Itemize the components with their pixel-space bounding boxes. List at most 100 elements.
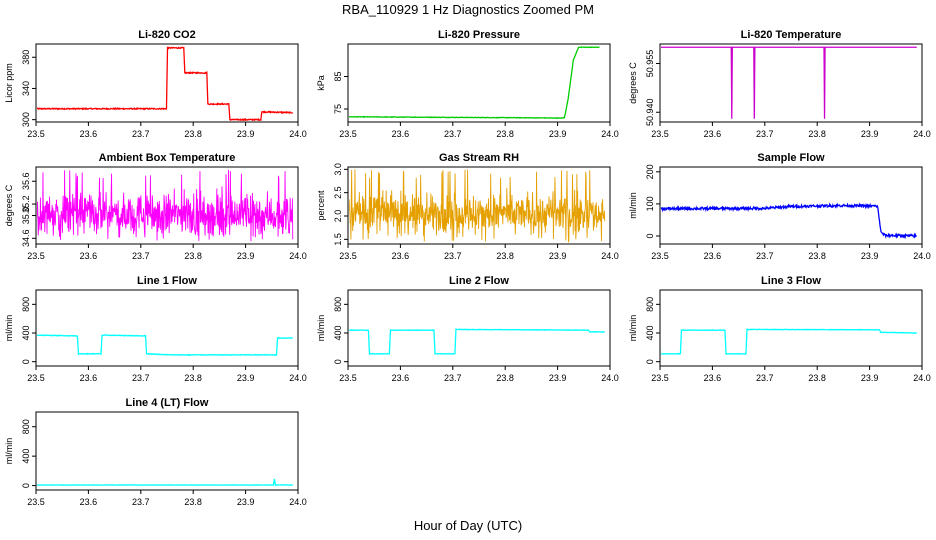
plot-frame	[659, 43, 923, 123]
y-tick-label: 85	[333, 71, 343, 81]
x-tick-label: 23.6	[704, 251, 722, 261]
panel-title: Li-820 Pressure	[438, 29, 520, 41]
series-line-pressure-0	[349, 46, 600, 120]
y-tick-label: 50.955	[645, 50, 655, 78]
x-tick-label: 23.7	[756, 373, 774, 383]
x-tick-label: 23.8	[808, 251, 826, 261]
x-tick-label: 24.0	[289, 497, 307, 507]
panels-group: Li-820 CO2 23.5 23.6 23.7 23.8 23.9 24.0 300 340…	[4, 29, 931, 507]
panel-title: Gas Stream RH	[439, 152, 519, 164]
y-tick-label: 400	[333, 326, 343, 341]
y-tick-label: 35.6	[21, 172, 31, 190]
y-tick-label: 1.5	[333, 233, 343, 246]
panel-ambient: Ambient Box Temperature 23.5 23.6 23.7 23.8 2…	[4, 152, 307, 261]
y-tick-label: 0	[645, 233, 655, 238]
y-tick-label: 800	[645, 297, 655, 312]
panel-line4: Line 4 (LT) Flow 23.5 23.6 23.7 23.8 23.9 24.0…	[4, 397, 307, 507]
x-tick-label: 23.6	[80, 373, 98, 383]
y-tick-label: 34.6	[21, 230, 31, 248]
plot-frame	[659, 166, 923, 245]
x-tick-label: 24.0	[601, 373, 619, 383]
y-tick-label: 100	[645, 196, 655, 211]
x-tick-label: 23.8	[184, 251, 202, 261]
x-tick-label: 23.9	[237, 129, 255, 139]
y-tick-label: 35.0	[21, 207, 31, 225]
series-line-rh-0	[349, 169, 606, 243]
x-tick-label: 23.6	[392, 373, 410, 383]
plot-frame	[347, 43, 611, 123]
y-axis-label: ml/min	[628, 315, 638, 342]
y-axis-label: Licor ppm	[4, 63, 14, 103]
plot-frame	[35, 289, 299, 367]
x-tick-label: 23.7	[444, 251, 462, 261]
y-tick-label: 0	[645, 359, 655, 364]
x-tick-label: 23.8	[184, 129, 202, 139]
x-tick-label: 23.8	[496, 373, 514, 383]
panel-title: Li-820 Temperature	[741, 29, 842, 41]
x-tick-label: 23.7	[444, 129, 462, 139]
x-tick-label: 23.5	[339, 373, 357, 383]
x-tick-label: 23.5	[339, 251, 357, 261]
panel-co2: Li-820 CO2 23.5 23.6 23.7 23.8 23.9 24.0 300 340…	[4, 29, 307, 139]
y-tick-label: 400	[645, 326, 655, 341]
x-tick-label: 24.0	[289, 373, 307, 383]
y-tick-label: 0	[333, 359, 343, 364]
series-line-line2-0	[349, 328, 605, 355]
panel-title: Line 2 Flow	[449, 275, 509, 287]
plot-frame	[347, 289, 611, 367]
x-tick-label: 24.0	[289, 251, 307, 261]
panel-title: Line 3 Flow	[761, 275, 821, 287]
figure-x-axis-label: Hour of Day (UTC)	[414, 518, 522, 533]
series-line-co2-0	[37, 46, 294, 121]
x-tick-label: 24.0	[913, 129, 931, 139]
x-tick-label: 23.8	[496, 129, 514, 139]
x-tick-label: 23.6	[80, 251, 98, 261]
panel-title: Line 1 Flow	[137, 275, 197, 287]
x-tick-label: 23.5	[651, 373, 669, 383]
x-tick-label: 23.9	[861, 129, 879, 139]
plot-frame	[347, 166, 611, 245]
x-tick-label: 23.7	[132, 251, 150, 261]
panel-line3: Line 3 Flow 23.5 23.6 23.7 23.8 23.9 24.0 0 400 8…	[628, 275, 931, 383]
x-tick-label: 23.6	[704, 373, 722, 383]
figure-title: RBA_110929 1 Hz Diagnostics Zoomed PM	[342, 2, 594, 17]
x-tick-label: 23.6	[80, 497, 98, 507]
plot-frame	[35, 411, 299, 491]
series-line-ambient-0	[37, 169, 294, 242]
x-tick-label: 23.9	[861, 373, 879, 383]
x-tick-label: 23.9	[549, 129, 567, 139]
x-tick-label: 23.6	[80, 129, 98, 139]
panel-title: Li-820 CO2	[138, 29, 195, 41]
x-tick-label: 23.5	[27, 497, 45, 507]
series-line-line3-0	[661, 328, 917, 355]
x-tick-label: 23.6	[392, 251, 410, 261]
panel-line2: Line 2 Flow 23.5 23.6 23.7 23.8 23.9 24.0 0 400 8…	[316, 275, 619, 383]
x-tick-label: 23.8	[808, 373, 826, 383]
panel-rh: Gas Stream RH 23.5 23.6 23.7 23.8 23.9 24.0 1.5…	[316, 152, 619, 261]
x-tick-label: 23.8	[496, 251, 514, 261]
y-tick-label: 50.940	[645, 98, 655, 126]
panel-pressure: Li-820 Pressure 23.5 23.6 23.7 23.8 23.9 24.0 7…	[316, 29, 619, 139]
y-tick-label: 800	[21, 419, 31, 434]
y-tick-label: 400	[21, 326, 31, 341]
y-tick-label: 300	[21, 112, 31, 127]
y-tick-label: 800	[21, 297, 31, 312]
series-line-line4-0	[37, 478, 293, 487]
x-tick-label: 23.9	[237, 497, 255, 507]
panel-title: Line 4 (LT) Flow	[126, 397, 209, 409]
y-tick-label: 800	[333, 297, 343, 312]
y-axis-label: kPa	[316, 75, 326, 91]
y-tick-label: 0	[21, 483, 31, 488]
y-tick-label: 200	[645, 164, 655, 179]
panel-line1: Line 1 Flow 23.5 23.6 23.7 23.8 23.9 24.0 0 400 8…	[4, 275, 307, 383]
y-axis-label: ml/min	[4, 315, 14, 342]
x-tick-label: 23.5	[339, 129, 357, 139]
panel-title: Ambient Box Temperature	[99, 152, 236, 164]
y-tick-label: 2.5	[333, 186, 343, 199]
y-tick-label: 400	[21, 449, 31, 464]
x-tick-label: 24.0	[601, 129, 619, 139]
x-tick-label: 23.8	[808, 129, 826, 139]
y-axis-label: percent	[316, 190, 326, 221]
x-tick-label: 23.5	[27, 129, 45, 139]
x-tick-label: 23.7	[444, 373, 462, 383]
